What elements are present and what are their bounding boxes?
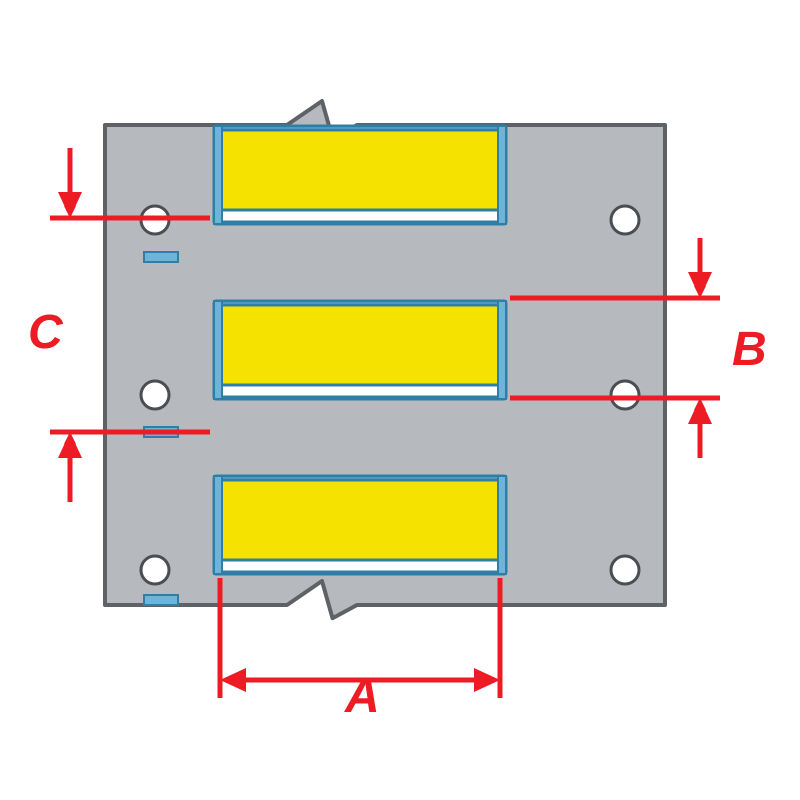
registration-tick-3: [144, 595, 178, 605]
sleeve-3: [214, 476, 506, 574]
sleeve-2: [214, 301, 506, 399]
technical-drawing: A B C: [0, 0, 800, 800]
dimension-b-label: B: [732, 323, 767, 376]
arrowhead: [688, 398, 712, 424]
dimension-c-label: C: [28, 306, 64, 359]
arrowhead: [220, 668, 246, 692]
feed-hole-6: [611, 556, 639, 584]
arrowhead: [688, 272, 712, 298]
feed-hole-4: [611, 206, 639, 234]
registration-tick-1: [144, 252, 178, 262]
arrowhead: [474, 668, 500, 692]
dimension-a-label: A: [344, 670, 380, 723]
feed-hole-2: [141, 381, 169, 409]
arrowhead: [58, 432, 82, 458]
feed-hole-5: [611, 381, 639, 409]
arrowhead: [58, 192, 82, 218]
sleeve-1: [214, 126, 506, 224]
feed-hole-3: [141, 556, 169, 584]
